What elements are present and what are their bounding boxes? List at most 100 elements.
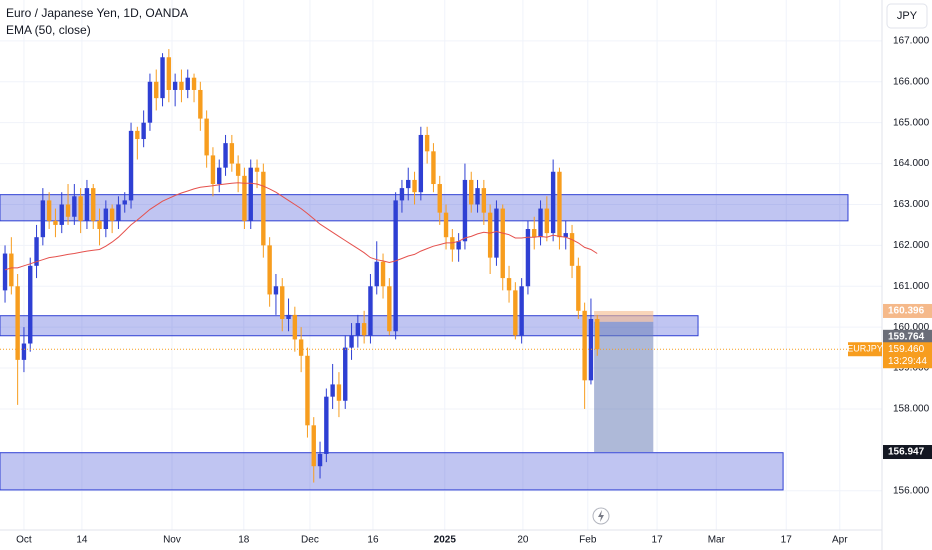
candle-body [160, 57, 165, 99]
candle-body [254, 167, 260, 172]
candle-body [141, 122, 146, 140]
candle-body [248, 167, 253, 221]
countdown-label: 13:29:44 [888, 356, 927, 367]
candle-body [135, 130, 140, 140]
candle-body [406, 179, 411, 189]
last-price-tag [883, 342, 932, 369]
candle-body [569, 233, 575, 266]
candle-body [336, 384, 342, 401]
candle-body [538, 208, 543, 238]
candle-body [582, 310, 587, 381]
candle-body [487, 212, 493, 258]
zone [0, 452, 784, 491]
candle-body [424, 134, 430, 152]
price-tag [883, 329, 932, 344]
candle-body [519, 286, 524, 336]
price-tag-label: 159.764 [888, 331, 925, 342]
candle-body [267, 245, 272, 295]
candle-body [324, 396, 329, 454]
candle-body [374, 261, 379, 287]
y-tick-label: 161.000 [893, 281, 930, 292]
candle-body [9, 253, 14, 287]
candle-body [223, 143, 228, 168]
candle-body [544, 208, 550, 234]
x-tick-label: 16 [367, 535, 379, 546]
axis: 156.000158.000159.000160.000161.000162.0… [16, 36, 932, 546]
candle-body [550, 171, 556, 234]
candle-body [292, 314, 298, 340]
symbol-tag [848, 342, 882, 357]
candle-body [15, 286, 20, 360]
candle-body [298, 339, 304, 356]
candle-body [399, 188, 405, 201]
price-tag-label: 156.947 [888, 447, 925, 458]
candle-body [147, 81, 153, 123]
x-tick-label: Dec [301, 535, 319, 546]
y-tick-label: 165.000 [893, 117, 930, 128]
currency-label[interactable]: JPY [897, 10, 918, 22]
last-price-label: 159.460 [888, 344, 925, 355]
price-tag [883, 445, 932, 460]
candle-body [2, 253, 8, 291]
indicator-label: EMA (50, close) [6, 23, 91, 37]
x-tick-label: Apr [832, 535, 848, 546]
candle-body [198, 89, 203, 119]
candle-body [462, 179, 468, 242]
currency-button[interactable] [886, 3, 928, 29]
candle-body [53, 220, 58, 225]
y-tick-label: 162.000 [893, 240, 930, 251]
event-icon[interactable] [592, 507, 610, 525]
candle-body [286, 314, 291, 319]
candle-body [122, 200, 127, 205]
x-tick-label: 17 [652, 535, 664, 546]
candle-body [166, 57, 172, 90]
candle-body [380, 261, 386, 287]
candle-body [229, 143, 235, 164]
candle-body [46, 200, 52, 221]
y-tick-label: 164.000 [893, 158, 930, 169]
candle-body [65, 204, 71, 217]
x-tick-label: 18 [238, 535, 250, 546]
candle-body [576, 265, 581, 311]
candle-body [280, 286, 285, 319]
candle-body [532, 229, 537, 238]
candle-body [525, 229, 531, 287]
candle-body [172, 81, 178, 90]
candle-body [355, 323, 361, 336]
candle-body [242, 175, 247, 221]
candle-body [412, 179, 417, 193]
x-tick-label: 14 [76, 535, 88, 546]
risk-box [594, 310, 654, 322]
plot [0, 49, 882, 483]
candle-body [34, 237, 39, 266]
candle-body [588, 318, 594, 381]
candle-body [475, 188, 480, 205]
candle-body [261, 171, 266, 246]
zone [0, 194, 849, 222]
y-tick-label: 158.000 [893, 404, 930, 415]
candle-body [595, 318, 600, 350]
candle-body [128, 130, 134, 201]
x-tick-label: Oct [16, 535, 32, 546]
candle-body [217, 167, 222, 185]
candle-body [154, 81, 159, 99]
grid [0, 0, 882, 530]
candle-body [179, 81, 184, 90]
candle-body [97, 220, 102, 230]
candle-body [191, 77, 197, 90]
x-tick-label: 20 [517, 535, 529, 546]
candle-body [78, 196, 83, 221]
candle-body [103, 208, 109, 230]
candle-body [84, 188, 90, 221]
candle-body [443, 212, 449, 238]
chart-title: Euro / Japanese Yen, 1D, OANDA [6, 6, 188, 20]
candle-body [235, 163, 241, 176]
event-bolt[interactable] [598, 510, 604, 522]
x-tick-label: 2025 [434, 535, 457, 546]
candle-body [311, 425, 316, 467]
x-tick-label: Nov [163, 535, 181, 546]
candle-body [368, 286, 373, 336]
reward-box [594, 321, 654, 453]
candle-body [330, 384, 335, 397]
